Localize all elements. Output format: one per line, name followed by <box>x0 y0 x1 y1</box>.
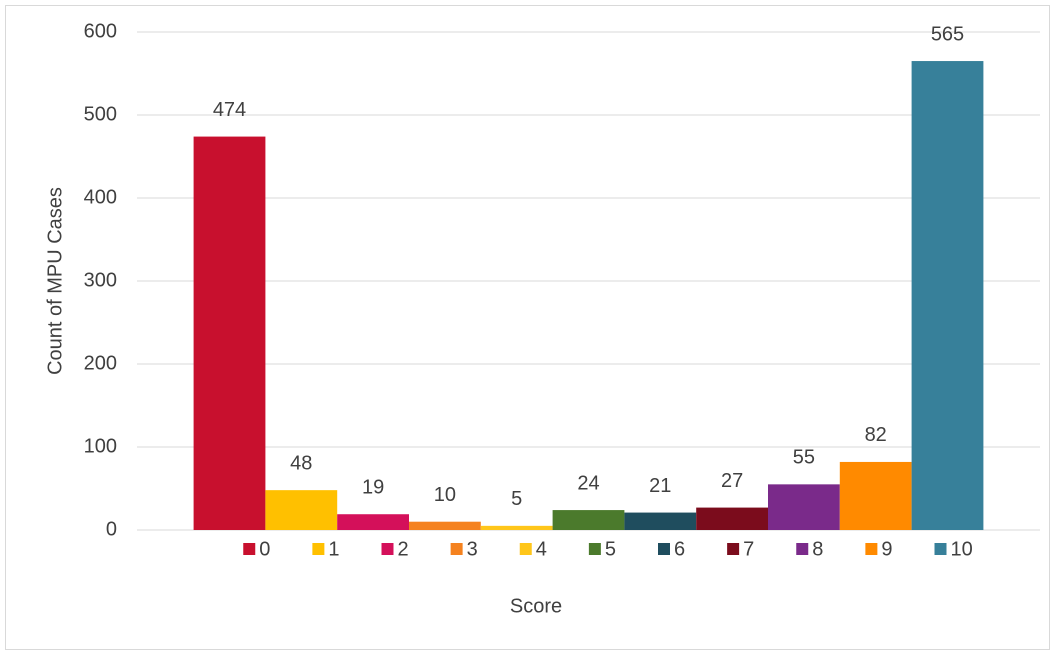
bar <box>265 490 338 530</box>
x-axis-label: Score <box>510 595 562 617</box>
legend-label: 7 <box>743 538 754 560</box>
bar <box>839 461 912 530</box>
y-tick-label: 100 <box>84 435 117 457</box>
legend-label: 9 <box>881 538 892 560</box>
legend-swatch <box>312 543 325 555</box>
legend-label: 6 <box>674 538 685 560</box>
y-tick-label: 0 <box>106 518 117 540</box>
y-tick-label: 400 <box>84 186 117 208</box>
data-label: 19 <box>362 477 384 499</box>
legend-swatch <box>865 543 878 555</box>
legend-label: 10 <box>951 538 973 560</box>
legend-swatch <box>727 543 740 555</box>
legend-label: 5 <box>605 538 616 560</box>
data-label: 24 <box>577 472 599 494</box>
legend-swatch <box>588 543 601 555</box>
chart-border <box>5 5 1050 650</box>
y-tick-label: 500 <box>84 103 117 125</box>
data-label: 82 <box>865 424 887 446</box>
legend-label: 1 <box>328 538 339 560</box>
y-tick-label: 600 <box>84 20 117 42</box>
legend-label: 0 <box>259 538 270 560</box>
bar <box>768 484 840 530</box>
y-tick-label: 200 <box>84 352 117 374</box>
bar <box>337 514 409 530</box>
data-label: 565 <box>931 23 964 45</box>
data-label: 27 <box>721 470 743 492</box>
y-axis-label: Count of MPU Cases <box>44 187 66 375</box>
bar <box>696 507 768 530</box>
bar <box>480 525 553 530</box>
y-tick-label: 300 <box>84 269 117 291</box>
data-label: 48 <box>290 452 312 474</box>
legend-swatch <box>243 543 256 555</box>
legend-swatch <box>519 543 532 555</box>
bar <box>552 510 625 530</box>
data-label: 21 <box>649 475 671 497</box>
legend-label: 3 <box>467 538 478 560</box>
data-label: 10 <box>434 484 456 506</box>
legend-swatch <box>796 543 809 555</box>
data-label: 55 <box>793 447 815 469</box>
legend-swatch <box>658 543 670 555</box>
legend-swatch <box>381 543 394 555</box>
legend-label: 2 <box>398 538 409 560</box>
legend-swatch <box>450 543 463 555</box>
bar <box>624 512 697 530</box>
legend-label: 8 <box>812 538 823 560</box>
data-label: 474 <box>213 99 246 121</box>
legend-label: 4 <box>536 538 547 560</box>
bar <box>409 521 481 530</box>
legend-swatch <box>934 543 947 555</box>
bar <box>193 136 266 530</box>
bar <box>911 61 984 531</box>
data-label: 5 <box>511 488 522 510</box>
